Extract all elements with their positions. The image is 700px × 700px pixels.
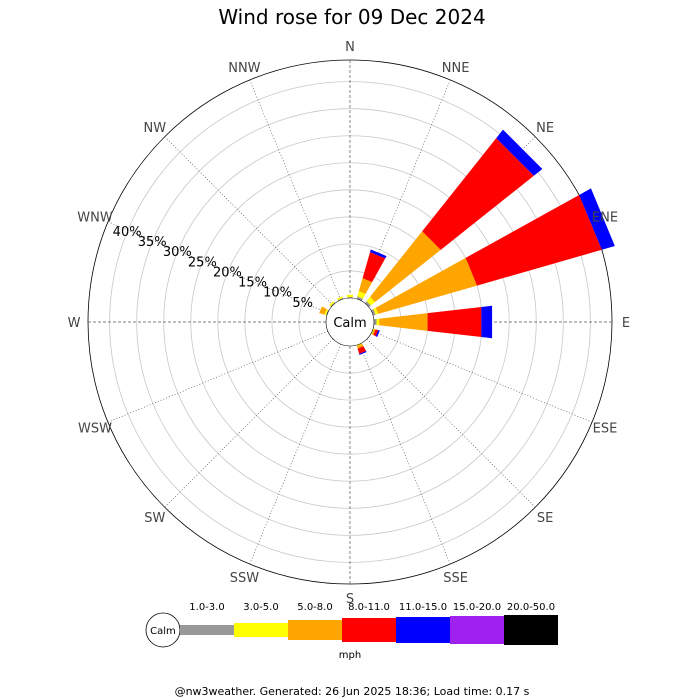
spoke-line xyxy=(366,338,536,508)
spoke-line xyxy=(249,344,342,565)
petal-segment-nw xyxy=(329,301,335,307)
petal-segment-ene xyxy=(465,194,602,286)
direction-label-sse: SSE xyxy=(443,571,468,586)
radial-tick-label: 40% xyxy=(113,225,142,240)
spoke-line xyxy=(164,338,334,508)
radial-tick-label: 5% xyxy=(292,296,313,311)
petal-segment-wnw xyxy=(324,309,329,316)
footer-text: @nw3weather. Generated: 26 Jun 2025 18:3… xyxy=(175,685,530,698)
petal-segment-ene xyxy=(375,257,478,314)
petal-segment-nnw xyxy=(337,296,344,301)
direction-label-ese: ESE xyxy=(593,422,618,437)
petal-segment-ne xyxy=(369,231,441,303)
petal-segment-wnw xyxy=(319,306,327,315)
direction-label-nnw: NNW xyxy=(228,61,260,76)
petal-segment-nne xyxy=(370,249,387,259)
petal-segment-ne xyxy=(496,129,543,176)
legend-bin-label: 11.0-15.0 xyxy=(399,602,447,613)
direction-label-wnw: WNW xyxy=(77,210,113,225)
calm-circle xyxy=(325,297,375,347)
direction-label-ssw: SSW xyxy=(230,571,260,586)
legend-swatch xyxy=(180,625,234,635)
direction-label-n: N xyxy=(345,40,355,55)
direction-label-nw: NW xyxy=(144,121,167,136)
legend-bin-label: 8.0-11.0 xyxy=(348,602,390,613)
petal-segment-sse xyxy=(357,346,367,354)
calm-label: Calm xyxy=(333,316,366,331)
petal-segment-nne xyxy=(362,252,386,283)
wind-petals xyxy=(319,129,615,355)
petal-segment-nne xyxy=(357,291,366,299)
petal-segment-ne xyxy=(364,301,371,308)
radial-tick-label: 15% xyxy=(238,276,267,291)
spoke-line xyxy=(358,344,451,565)
direction-label-sw: SW xyxy=(144,511,165,526)
spoke-line xyxy=(164,136,334,306)
petal-segment-ne xyxy=(366,296,376,306)
legend-unit-label: mph xyxy=(339,650,361,661)
radial-tick-label: 20% xyxy=(213,265,242,280)
direction-label-wsw: WSW xyxy=(78,422,112,437)
legend-swatch xyxy=(288,620,342,640)
petal-segment-ese xyxy=(375,330,380,338)
grid-ring xyxy=(136,108,564,536)
petal-segment-e xyxy=(481,305,493,339)
petal-segment-ene xyxy=(370,309,376,316)
petal-segment-ene xyxy=(373,307,379,315)
legend-swatch xyxy=(342,618,396,642)
petal-segment-nw xyxy=(330,302,336,308)
legend-bin-label: 1.0-3.0 xyxy=(189,602,224,613)
radial-tick-label: 30% xyxy=(163,245,192,260)
petal-segment-e xyxy=(376,318,380,326)
spoke-line xyxy=(107,330,328,423)
calm-center: Calm xyxy=(325,297,375,347)
legend-bin-label: 15.0-20.0 xyxy=(453,602,501,613)
petal-segment-e xyxy=(379,313,428,331)
radial-tick-label: 25% xyxy=(188,255,217,270)
direction-label-s: S xyxy=(346,592,354,607)
radial-tick-labels: 5%10%15%20%25%30%35%40% xyxy=(113,225,313,311)
spoke-line xyxy=(249,79,342,300)
legend-bin-label: 3.0-5.0 xyxy=(243,602,278,613)
spoke-line xyxy=(107,221,328,314)
petal-segment-nne xyxy=(358,278,373,294)
petal-segment-nne xyxy=(356,296,363,302)
legend-swatch xyxy=(234,623,288,637)
direction-labels: N NNE NE ENE E ESE SE SSE S SSW SW WSW W WNW NW NNW xyxy=(68,40,631,607)
chart-title: Wind rose for 09 Dec 2024 xyxy=(218,5,485,29)
direction-label-ne: NE xyxy=(536,121,554,136)
petal-segment-n xyxy=(346,294,354,298)
radial-tick-label: 10% xyxy=(263,286,292,301)
direction-label-se: SE xyxy=(537,511,553,526)
direction-label-ene: ENE xyxy=(592,210,618,225)
legend-calm-label: Calm xyxy=(150,626,176,637)
petal-segment-ese xyxy=(371,328,376,335)
legend-swatch xyxy=(396,617,450,643)
direction-label-nne: NNE xyxy=(442,61,470,76)
spoke-line xyxy=(372,330,593,423)
petal-segment-ene xyxy=(579,188,615,250)
speed-legend: Calm 1.0-3.0 3.0-5.0 5.0-8.0 8.0-11.0 11.0-15… xyxy=(145,602,558,661)
petal-segment-ese xyxy=(373,329,379,337)
petal-segment-sse xyxy=(356,343,364,349)
petal-segment-e xyxy=(373,318,377,326)
petal-segment-sse xyxy=(359,351,367,355)
petal-segment-e xyxy=(427,307,482,337)
legend-swatch xyxy=(450,616,504,644)
direction-label-w: W xyxy=(68,316,81,331)
legend-bin-label: 5.0-8.0 xyxy=(297,602,332,613)
radial-tick-label: 35% xyxy=(138,235,167,250)
petal-segment-ne xyxy=(422,138,534,250)
legend-swatch xyxy=(504,615,558,645)
legend-bin-label: 20.0-50.0 xyxy=(507,602,555,613)
direction-label-e: E xyxy=(622,316,630,331)
